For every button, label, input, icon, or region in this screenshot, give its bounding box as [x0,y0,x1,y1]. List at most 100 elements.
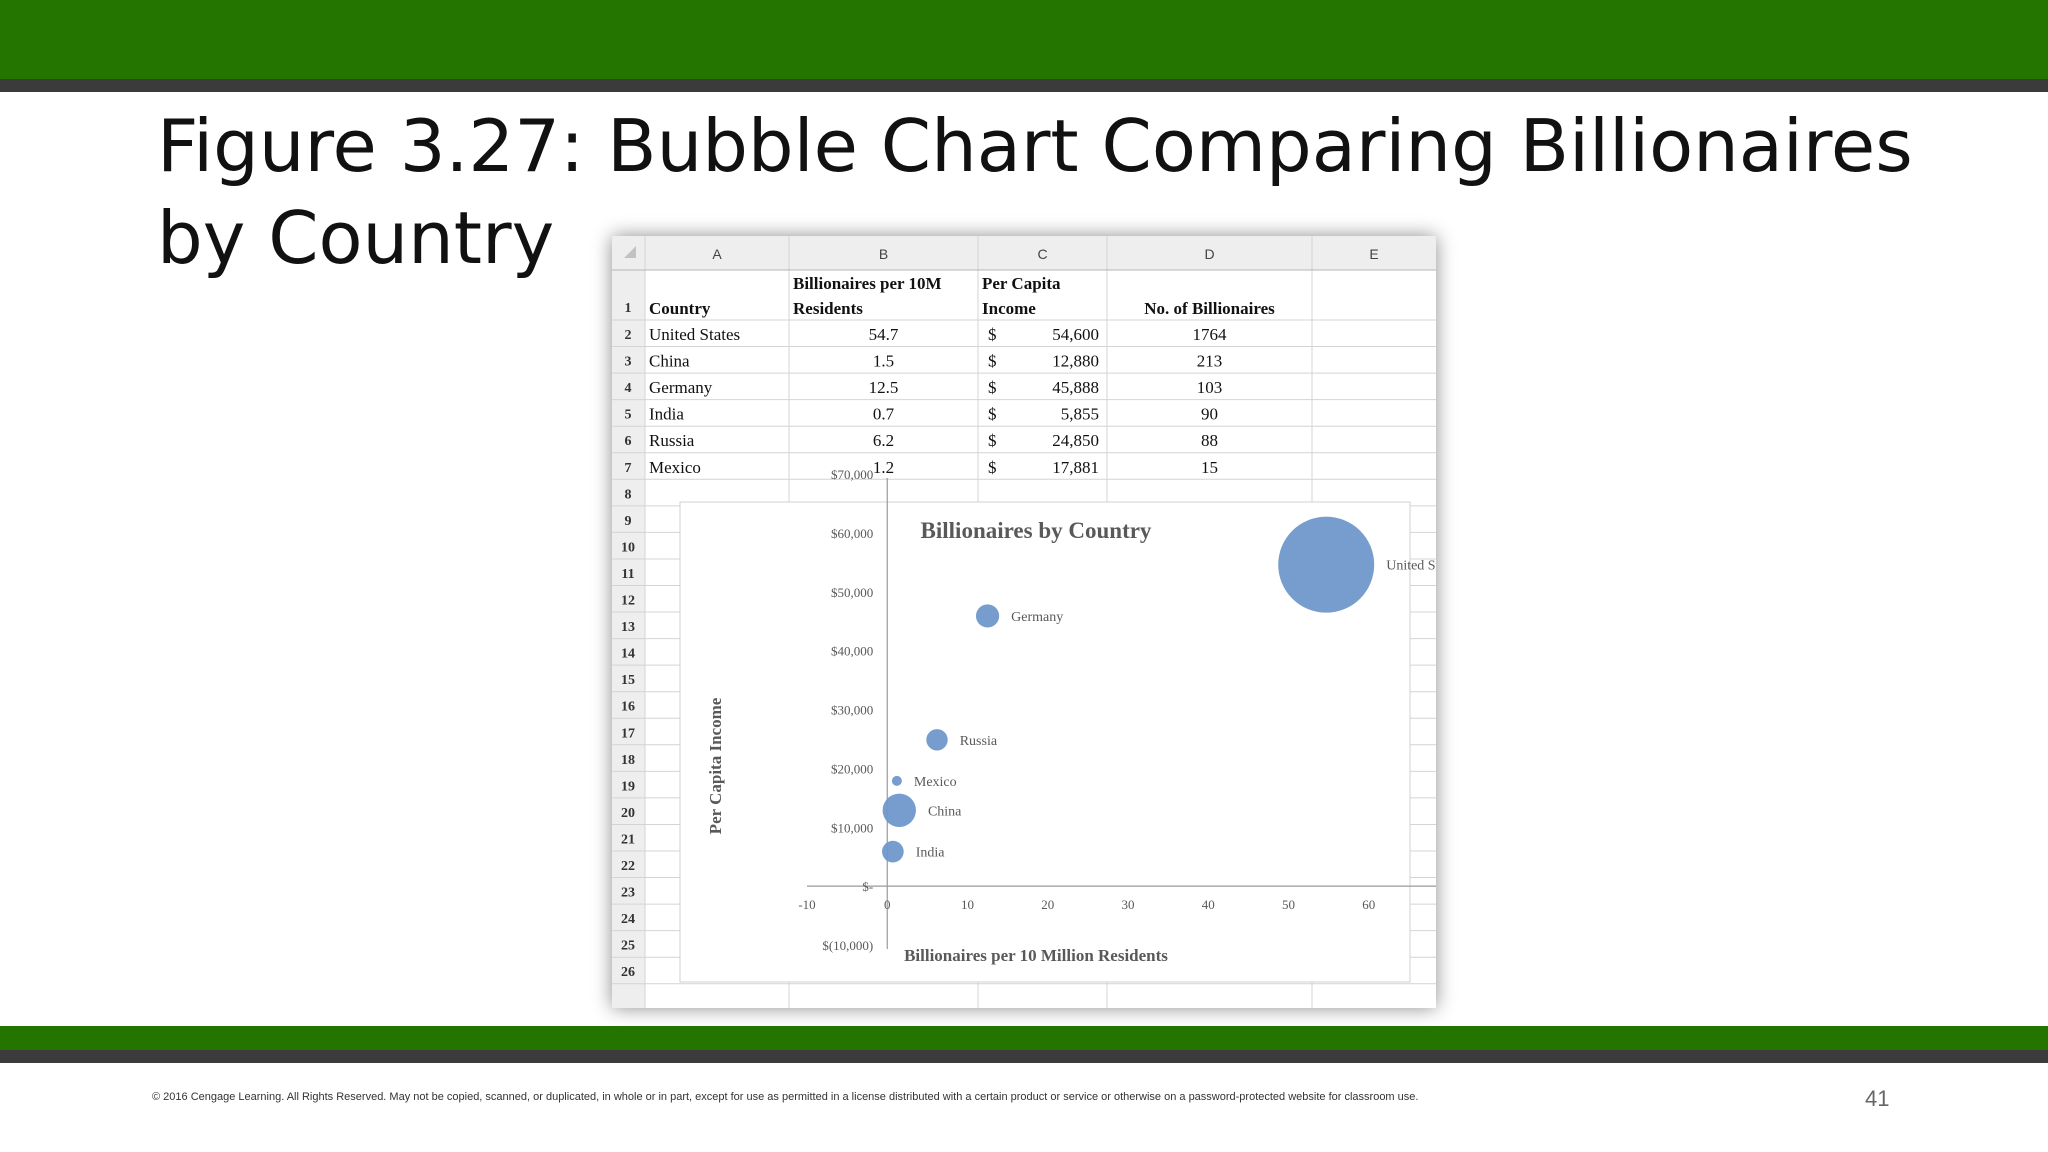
cell-country: United States [649,325,740,344]
x-tick-label: 0 [884,897,891,912]
column-header-band [612,236,1436,270]
row-number: 13 [621,620,635,635]
y-tick-label: $10,000 [831,820,873,835]
y-tick-label: $20,000 [831,761,873,776]
cell-country: Russia [649,431,695,450]
row-number: 5 [625,408,632,423]
y-tick-label: $50,000 [831,585,873,600]
chart-title: Billionaires by Country [921,518,1152,543]
bubble-label-india: India [916,846,946,861]
row-number: 14 [621,647,635,662]
cell-per10m: 12.5 [869,378,899,397]
row-number: 21 [621,832,635,847]
cell-income: 45,888 [1052,378,1099,397]
cell-per10m: 0.7 [873,405,895,424]
cell-count: 1764 [1193,325,1228,344]
cell-income: 17,881 [1052,458,1099,477]
cell-income: 54,600 [1052,325,1099,344]
row-number: 23 [621,886,635,901]
cell-per10m: 1.5 [873,352,894,371]
row-number: 11 [621,567,634,582]
bubble-label-china: China [928,804,962,819]
row-number: 4 [625,381,632,396]
cell-currency: $ [988,405,997,424]
cell-currency: $ [988,325,997,344]
bubble-label-mexico: Mexico [914,775,957,790]
header-income-line-1: Per Capita [982,274,1061,293]
row-number: 25 [621,939,635,954]
cell-count: 15 [1201,458,1218,477]
bubble-label-germany: Germany [1011,610,1063,625]
row-number: 2 [625,328,632,343]
x-tick-label: -10 [798,897,815,912]
cell-per10m: 54.7 [869,325,899,344]
bottom-divider-bar [0,1050,2048,1063]
cell-count: 103 [1197,378,1223,397]
row-number: 9 [625,514,632,529]
bubble-label-united-states: United States [1386,559,1436,574]
cell-count: 88 [1201,431,1218,450]
header-billionaires-line-2: Residents [793,299,863,318]
column-letter-c: C [1037,246,1047,262]
row-number: 20 [621,806,635,821]
bubble-point [926,729,948,751]
cell-currency: $ [988,378,997,397]
bubble-label-russia: Russia [960,734,998,749]
column-letter-d: D [1204,246,1214,262]
cell-income: 24,850 [1052,431,1099,450]
row-number: 7 [625,461,632,476]
y-tick-label: $(10,000) [822,938,873,953]
x-tick-label: 40 [1202,897,1215,912]
slide-title: Figure 3.27: Bubble Chart Comparing Bill… [157,100,1917,284]
cell-country: Mexico [649,458,701,477]
slide-title-line-1: Figure 3.27: Bubble Chart Comparing Bill… [157,104,1913,188]
row-number: 8 [625,487,632,502]
cell-country: China [649,352,690,371]
x-axis-title: Billionaires per 10 Million Residents [904,946,1168,965]
row-number: 6 [625,434,632,449]
x-tick-label: 10 [961,897,974,912]
y-tick-label: $70,000 [831,467,873,482]
cell-income: 12,880 [1052,352,1099,371]
slide-title-line-2: by Country [157,196,555,280]
row-number: 26 [621,965,635,980]
y-tick-label: $- [862,879,873,894]
y-tick-label: $60,000 [831,526,873,541]
cell-currency: $ [988,431,997,450]
row-number: 17 [621,726,635,741]
page-number: 41 [1865,1086,1890,1111]
cell-currency: $ [988,352,997,371]
x-tick-label: 50 [1282,897,1295,912]
cell-count: 90 [1201,405,1218,424]
row-number: 19 [621,779,635,794]
row-number: 16 [621,700,635,715]
bubble-point [975,604,1000,628]
bubble-point [882,793,916,827]
x-tick-label: 30 [1122,897,1135,912]
bubble-point [1278,516,1375,613]
row-number: 15 [621,673,635,688]
row-number: 12 [621,594,635,609]
cell-per10m: 6.2 [873,431,894,450]
y-tick-label: $30,000 [831,703,873,718]
row-number: 18 [621,753,635,768]
cell-country: Germany [649,378,713,397]
cell-per10m: 1.2 [873,458,894,477]
x-tick-label: 60 [1362,897,1375,912]
y-axis-title: Per Capita Income [706,697,725,834]
cell-income: 5,855 [1061,405,1099,424]
x-tick-label: 20 [1041,897,1054,912]
header-billionaires-line-1: Billionaires per 10M [793,274,942,293]
row-number: 1 [625,301,632,316]
bubble-point [882,840,904,863]
row-number: 22 [621,859,635,874]
column-letter-e: E [1369,246,1378,262]
cell-currency: $ [988,458,997,477]
bubble-point [891,775,902,786]
y-tick-label: $40,000 [831,644,873,659]
row-header-band [612,236,645,1008]
row-number: 3 [625,355,632,370]
column-letter-b: B [879,246,888,262]
top-accent-bar [0,0,2048,79]
spreadsheet-image: A B C D E 1 2 3 4 5 6 7 8 9 10 11 12 13 14 15 16 17 18 19 20 21 22… [612,236,1436,1008]
